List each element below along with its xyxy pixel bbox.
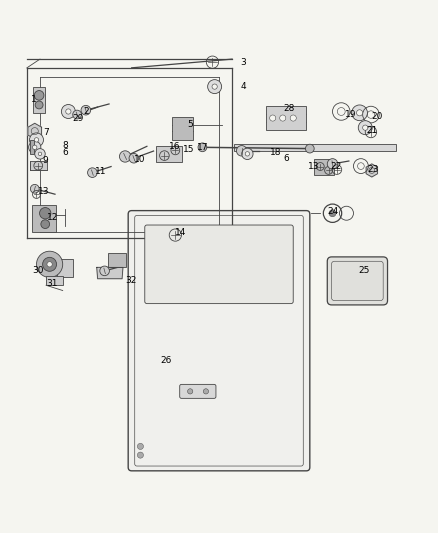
Text: 6: 6 <box>63 148 68 157</box>
Bar <box>29 140 34 154</box>
Text: 13: 13 <box>38 187 49 196</box>
Circle shape <box>47 262 52 267</box>
Text: 11: 11 <box>95 167 107 176</box>
Bar <box>266 106 306 130</box>
Text: 8: 8 <box>63 141 68 150</box>
Circle shape <box>38 152 42 156</box>
Text: 6: 6 <box>284 154 290 163</box>
Text: 3: 3 <box>240 58 246 67</box>
Text: 15: 15 <box>183 145 194 154</box>
Circle shape <box>34 91 44 100</box>
Circle shape <box>29 133 43 147</box>
Circle shape <box>245 152 250 156</box>
Circle shape <box>30 184 39 193</box>
Polygon shape <box>97 268 123 279</box>
Text: 5: 5 <box>188 120 194 129</box>
Circle shape <box>270 115 276 121</box>
Circle shape <box>138 443 144 449</box>
Circle shape <box>120 151 131 162</box>
Circle shape <box>35 149 45 159</box>
Circle shape <box>36 251 63 277</box>
Circle shape <box>100 266 110 276</box>
Circle shape <box>280 115 286 121</box>
Text: 26: 26 <box>160 356 171 365</box>
Polygon shape <box>366 164 378 177</box>
Circle shape <box>198 143 207 152</box>
Text: 17: 17 <box>197 143 208 152</box>
Text: 9: 9 <box>43 156 49 165</box>
Circle shape <box>73 110 81 119</box>
FancyBboxPatch shape <box>327 257 388 305</box>
Text: 10: 10 <box>134 155 145 164</box>
Text: 13: 13 <box>308 161 320 171</box>
Circle shape <box>35 101 43 109</box>
Circle shape <box>212 84 217 89</box>
Circle shape <box>237 146 247 156</box>
Circle shape <box>203 389 208 394</box>
Text: 22: 22 <box>330 163 342 172</box>
Text: 21: 21 <box>366 126 378 135</box>
Text: 32: 32 <box>125 276 137 285</box>
Bar <box>33 87 45 113</box>
Bar <box>314 159 334 175</box>
Circle shape <box>34 138 39 142</box>
Circle shape <box>39 207 51 219</box>
Circle shape <box>138 452 144 458</box>
Circle shape <box>358 120 372 135</box>
Text: 7: 7 <box>43 127 49 136</box>
Circle shape <box>208 79 222 94</box>
FancyBboxPatch shape <box>180 384 216 398</box>
Polygon shape <box>28 123 42 139</box>
Text: 14: 14 <box>175 228 186 237</box>
Text: 16: 16 <box>169 142 180 151</box>
Bar <box>172 117 193 140</box>
Circle shape <box>66 109 71 114</box>
Text: 31: 31 <box>46 279 58 288</box>
Circle shape <box>42 257 57 271</box>
Circle shape <box>129 154 139 163</box>
Text: 28: 28 <box>283 104 294 113</box>
Circle shape <box>28 141 41 154</box>
Text: 25: 25 <box>358 266 370 276</box>
Circle shape <box>32 145 37 149</box>
Bar <box>29 161 47 171</box>
Circle shape <box>242 148 253 159</box>
Bar <box>46 276 63 285</box>
Circle shape <box>187 389 193 394</box>
Circle shape <box>61 104 75 118</box>
Circle shape <box>363 125 368 130</box>
Circle shape <box>329 210 336 217</box>
Circle shape <box>81 106 91 115</box>
Text: 20: 20 <box>371 112 383 121</box>
Bar <box>155 146 182 161</box>
Bar <box>234 144 396 151</box>
Bar <box>32 205 56 231</box>
Circle shape <box>88 168 97 177</box>
Circle shape <box>41 220 49 229</box>
Circle shape <box>290 115 296 121</box>
Text: 4: 4 <box>240 82 246 91</box>
Text: 30: 30 <box>32 266 43 276</box>
Text: 18: 18 <box>270 149 282 157</box>
Text: 24: 24 <box>327 207 338 216</box>
Text: 29: 29 <box>73 114 84 123</box>
Text: 12: 12 <box>46 213 58 222</box>
Text: 1: 1 <box>31 95 36 104</box>
Bar <box>57 259 73 277</box>
Bar <box>108 253 126 266</box>
Text: 23: 23 <box>367 165 378 174</box>
FancyBboxPatch shape <box>145 225 293 304</box>
Circle shape <box>357 110 363 116</box>
Circle shape <box>305 144 314 153</box>
FancyBboxPatch shape <box>128 211 310 471</box>
Circle shape <box>327 159 338 169</box>
Text: 19: 19 <box>345 110 357 119</box>
Text: 2: 2 <box>83 107 88 116</box>
Circle shape <box>352 105 367 120</box>
